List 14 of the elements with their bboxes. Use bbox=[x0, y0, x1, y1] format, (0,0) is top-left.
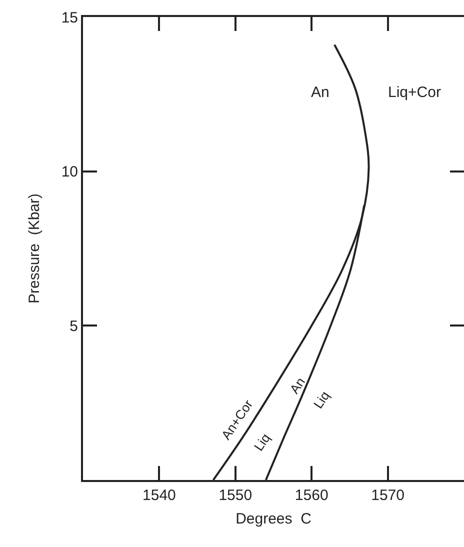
y-tick-label: 10 bbox=[61, 164, 78, 181]
y-axis-title: Pressure (Kbar) bbox=[26, 193, 44, 304]
x-tick-label: 1560 bbox=[294, 487, 328, 504]
annotation: An bbox=[286, 374, 308, 396]
annotation: An bbox=[311, 84, 330, 101]
annotation: Liq bbox=[310, 388, 333, 412]
annotation: Liq bbox=[250, 430, 274, 454]
x-axis-title: Degrees C bbox=[236, 510, 312, 528]
annotation: Liq+Cor bbox=[388, 84, 441, 101]
y-tick-label: 15 bbox=[61, 9, 78, 26]
x-tick-label: 1550 bbox=[218, 487, 252, 504]
x-tick-label: 1570 bbox=[371, 487, 404, 504]
y-tick-label: 5 bbox=[70, 318, 78, 335]
x-tick-label: 1540 bbox=[142, 487, 176, 504]
